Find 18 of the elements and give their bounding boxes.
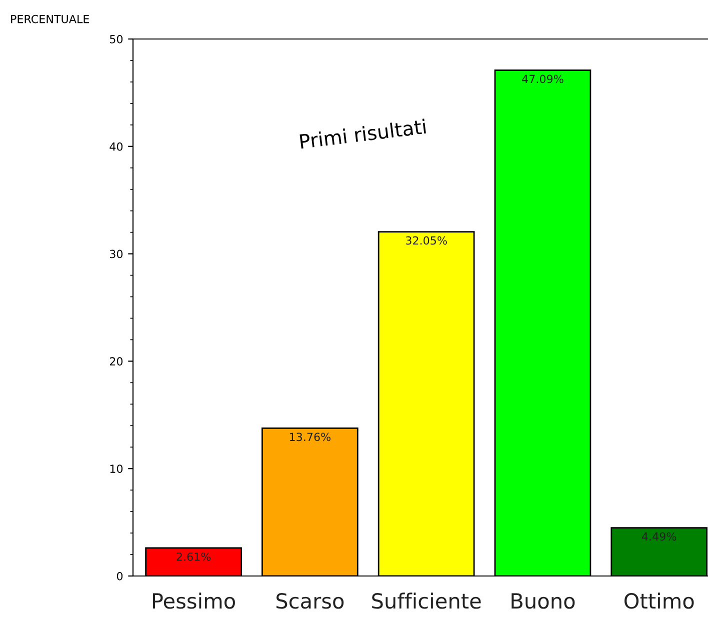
y-tick-label: 10 bbox=[110, 464, 123, 473]
x-tick-label: Pessimo bbox=[152, 592, 235, 609]
y-tick-label: 50 bbox=[110, 34, 123, 44]
x-tick-label: Scarso bbox=[276, 593, 344, 609]
y-tick-label: 0 bbox=[116, 572, 123, 580]
x-tick-label: Ottimo bbox=[624, 592, 694, 609]
data-label: 4.49% bbox=[642, 532, 676, 541]
y-tick-label: 30 bbox=[110, 250, 123, 258]
data-label: 47.09% bbox=[522, 74, 564, 84]
annotation: Primi risultati bbox=[300, 118, 426, 149]
data-label: 32.05% bbox=[406, 236, 447, 245]
x-tick-label: Buono bbox=[512, 593, 575, 609]
data-label: 2.61% bbox=[176, 552, 211, 561]
data-label: 13.76% bbox=[290, 432, 330, 442]
y-axis-title: PERCENTUALE bbox=[11, 14, 89, 24]
y-tick-label: 40 bbox=[110, 142, 123, 151]
x-tick-label: Sufficiente bbox=[372, 592, 481, 609]
y-tick-label: 20 bbox=[110, 357, 123, 366]
